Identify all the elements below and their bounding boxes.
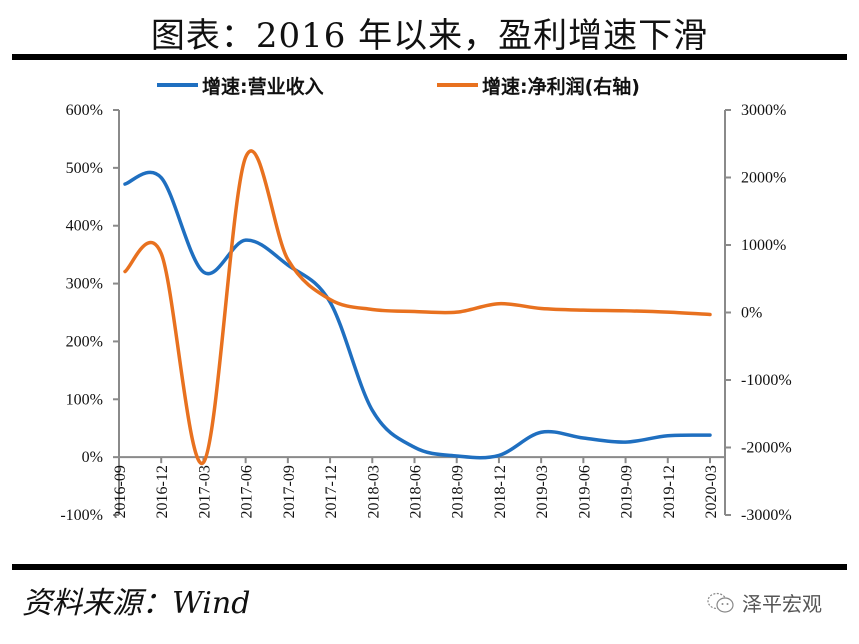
x-axis-tick-label: 2018-03 bbox=[365, 465, 382, 518]
chart-title: 图表：2016 年以来，盈利增速下滑 bbox=[150, 16, 709, 56]
legend: 增速:营业收入 增速:净利润(右轴) bbox=[0, 72, 859, 98]
right-axis-tick-label: -2000% bbox=[741, 440, 792, 457]
left-axis-tick-label: 200% bbox=[66, 333, 103, 350]
x-axis-tick-label: 2018-12 bbox=[492, 465, 509, 518]
x-axis-tick-label: 2017-06 bbox=[239, 465, 256, 518]
legend-label-net-profit: 增速:净利润(右轴) bbox=[482, 75, 640, 98]
left-axis-tick-label: 300% bbox=[66, 276, 103, 293]
bottom-divider bbox=[12, 564, 847, 570]
x-axis-tick-label: 2019-09 bbox=[619, 465, 636, 518]
x-axis-tick-label: 2017-12 bbox=[323, 465, 340, 518]
legend-swatch-revenue bbox=[157, 83, 198, 87]
legend-swatch-net-profit bbox=[437, 83, 478, 87]
x-axis-tick-label: 2017-03 bbox=[196, 465, 213, 518]
x-axis-tick-label: 2019-12 bbox=[661, 465, 678, 518]
top-divider bbox=[12, 54, 847, 60]
axes: 600% 500% 400% 300% 200% 100% 0% -100% 3000% 2000… bbox=[60, 102, 791, 524]
watermark-label: 泽平宏观 bbox=[742, 592, 822, 616]
right-axis-tick-label: 2000% bbox=[741, 170, 786, 187]
left-axis-tick-label: 500% bbox=[66, 160, 103, 177]
x-axis-tick-label: 2016-12 bbox=[154, 465, 171, 518]
left-axis-tick-label: 0% bbox=[82, 449, 103, 466]
legend-item-net-profit: 增速:净利润(右轴) bbox=[437, 72, 640, 98]
left-axis-tick-label: 600% bbox=[66, 102, 103, 119]
right-axis-tick-label: 1000% bbox=[741, 237, 786, 254]
x-axis-tick-label: 2019-03 bbox=[534, 465, 551, 518]
x-axis-tick-label: 2019-06 bbox=[576, 465, 593, 518]
watermark: 泽平宏观 bbox=[706, 588, 822, 617]
wechat-icon bbox=[707, 592, 734, 613]
x-axis-tick-label: 2018-09 bbox=[450, 465, 467, 518]
series-line-net-profit bbox=[123, 149, 712, 465]
x-axis-tick-label: 2017-09 bbox=[281, 465, 298, 518]
series-lines bbox=[123, 149, 712, 465]
series-line-revenue bbox=[123, 170, 712, 460]
x-axis-tick-label: 2020-03 bbox=[703, 465, 720, 518]
legend-label-revenue: 增速:营业收入 bbox=[202, 75, 324, 98]
left-axis-tick-label: 400% bbox=[66, 218, 103, 235]
left-axis-tick-label: 100% bbox=[66, 391, 103, 408]
x-axis-tick-label: 2016-09 bbox=[112, 465, 129, 518]
right-axis-tick-label: 0% bbox=[741, 305, 762, 322]
legend-item-revenue: 增速:营业收入 bbox=[157, 72, 324, 98]
right-axis-tick-label: -1000% bbox=[741, 372, 792, 389]
source-note: 资料来源：Wind bbox=[22, 586, 251, 621]
x-axis-tick-label: 2018-06 bbox=[408, 465, 425, 518]
right-axis-tick-label: 3000% bbox=[741, 102, 786, 119]
right-axis-tick-label: -3000% bbox=[741, 507, 792, 524]
left-axis-tick-label: -100% bbox=[60, 507, 103, 524]
